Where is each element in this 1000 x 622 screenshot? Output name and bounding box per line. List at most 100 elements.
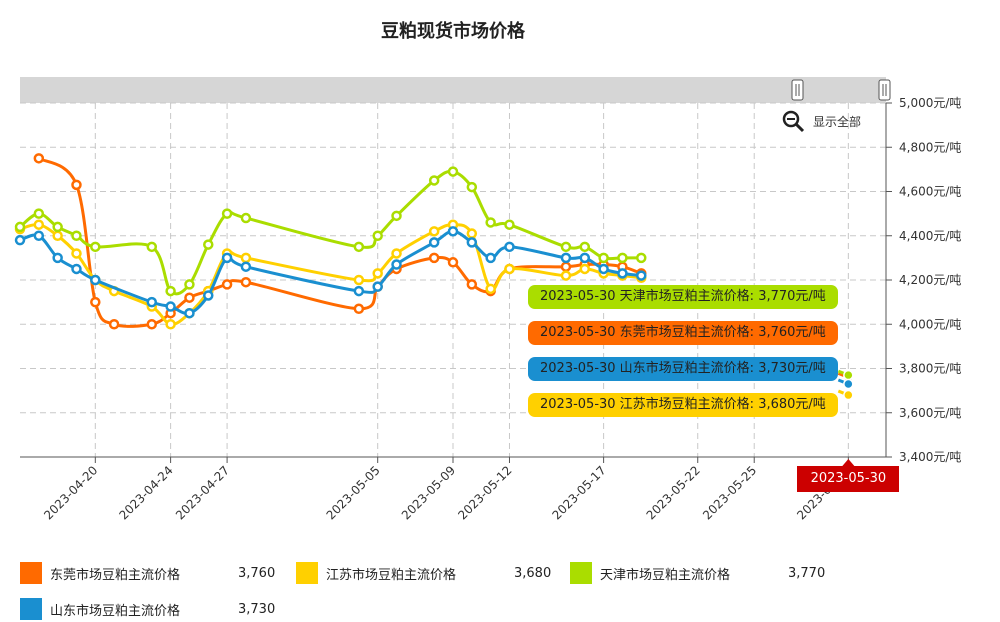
tooltip-item: 2023-05-30 山东市场豆粕主流价格: 3,730元/吨 [528,357,838,381]
data-point [240,252,252,264]
y-tick-label: 4,600元/吨 [899,185,961,199]
series-东莞市场豆粕主流价格 [33,153,854,383]
legend-label: 天津市场豆粕主流价格 [600,567,731,583]
legend-label: 江苏市场豆粕主流价格 [326,567,457,583]
data-point [33,230,45,241]
x-tick-label: 2023-04-20 [41,463,100,522]
tooltip-item: 2023-05-30 天津市场豆粕主流价格: 3,770元/吨 [528,285,838,309]
data-point [636,252,647,264]
data-point [221,252,233,264]
data-point [466,228,478,239]
data-point [372,268,383,279]
x-tick-label: 2023-05-22 [644,463,703,522]
show-all-label[interactable]: 显示全部 [813,114,861,129]
data-point [71,263,82,275]
data-point [391,210,402,222]
data-point [52,221,63,233]
data-point [184,279,195,290]
data-point [71,248,82,259]
x-tick-label: 2023-05-05 [324,463,383,522]
data-point [617,252,628,264]
data-point [485,252,496,264]
data-point [108,319,120,330]
x-tick-label: 2023-05-12 [455,463,514,522]
legend-swatch [570,562,592,584]
zoom-out-icon[interactable] [782,110,805,133]
data-point [466,279,478,290]
data-point-latest [843,378,854,390]
data-point [165,319,176,330]
data-point [52,230,63,241]
x-tick-label: 2023-05-17 [550,463,609,522]
y-tick-label: 4,000元/吨 [899,317,961,331]
data-point [428,175,440,186]
data-point [165,285,176,297]
data-point [447,226,459,237]
series-山东市场豆粕主流价格 [14,226,854,390]
data-point [579,241,591,253]
data-point [240,276,252,288]
data-point [33,219,45,230]
x-tick-label: 2023-05-25 [700,463,759,522]
zoom-range-bar[interactable] [20,77,886,103]
data-point [146,241,158,253]
data-point [14,221,26,233]
data-point [560,252,572,264]
y-tick-label: 4,800元/吨 [899,140,961,154]
data-point [203,239,214,250]
legend-value: 3,760 [238,565,276,581]
zoom-handle-right[interactable] [878,79,891,101]
data-point [14,234,26,246]
data-point [560,261,572,272]
data-point [372,230,383,241]
data-point [428,226,440,237]
data-point [71,179,82,191]
data-point [504,263,515,275]
data-point [636,270,647,281]
legend-item-jiangsu[interactable]: 江苏市场豆粕主流价格 3,680 [296,560,551,586]
data-point [353,274,365,286]
data-point [353,303,365,315]
data-point [146,296,158,308]
legend-item-tianjin[interactable]: 天津市场豆粕主流价格 3,770 [570,560,825,586]
show-all-button[interactable]: 显示全部 [782,110,861,133]
tooltip-item: 2023-05-30 东莞市场豆粕主流价格: 3,760元/吨 [528,321,838,345]
legend-swatch [296,562,318,584]
data-point [579,263,591,275]
data-point [184,292,195,303]
data-point [221,279,233,290]
data-point [428,252,440,264]
zoom-handle-left[interactable] [791,79,804,101]
legend-value: 3,730 [238,601,276,617]
data-point-latest [843,369,854,381]
x-tick-label: 2023-04-24 [117,463,176,522]
crosshair-pointer [842,459,855,466]
x-tick-label: 2023-04-27 [173,463,232,522]
data-point [90,296,101,308]
legend: 东莞市场豆粕主流价格 3,760 江苏市场豆粕主流价格 3,680 天津市场豆粕… [18,560,978,620]
x-tick-label: 2023-05-09 [399,463,458,522]
data-point [33,208,45,219]
data-point [90,241,101,253]
y-tick-label: 3,800元/吨 [899,362,961,376]
data-point [560,241,572,253]
chart-canvas: 豆粕现货市场价格 3,400元/吨 3,600元/吨 3,800元/吨 4,000元/… [14,20,961,522]
legend-value: 3,770 [788,565,826,581]
data-point [560,270,572,281]
data-point [353,285,365,297]
data-point [165,301,176,312]
data-point [240,212,252,224]
data-point [240,261,252,272]
tooltip-item: 2023-05-30 江苏市场豆粕主流价格: 3,680元/吨 [528,393,838,417]
axes: 3,400元/吨 3,600元/吨 3,800元/吨 4,000元/吨 4,200元/吨… [20,96,961,522]
legend-item-dongguan[interactable]: 东莞市场豆粕主流价格 3,760 [20,560,275,586]
legend-item-shandong[interactable]: 山东市场豆粕主流价格 3,730 [20,596,275,622]
data-point [504,219,515,230]
data-point [391,248,402,259]
data-point [146,319,158,330]
data-point [447,257,459,268]
chart-title: 豆粕现货市场价格 [381,20,526,42]
legend-swatch [20,598,42,620]
data-point [485,283,496,295]
crosshair-date-label: 2023-05-30 [797,466,900,492]
